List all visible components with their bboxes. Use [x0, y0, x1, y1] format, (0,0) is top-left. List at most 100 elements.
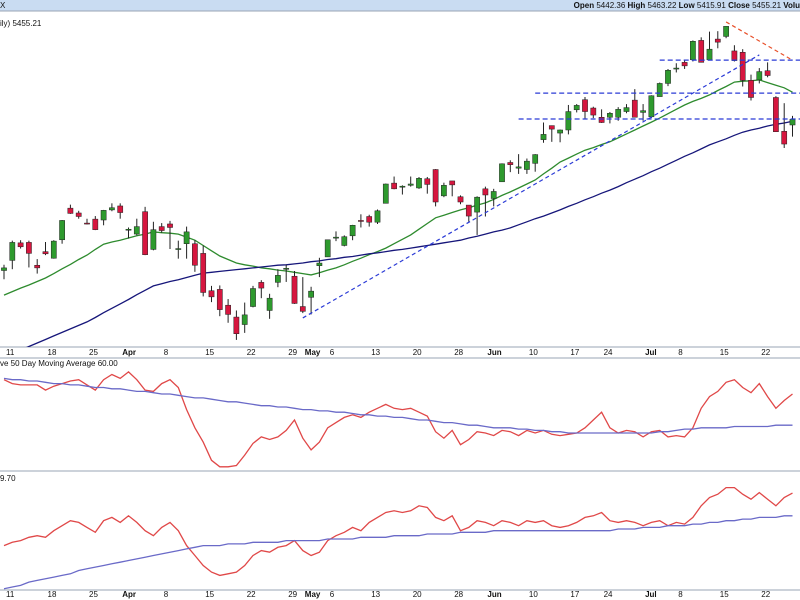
- candle-body: [42, 251, 49, 255]
- candle-body: [482, 188, 489, 196]
- candle-body: [764, 70, 771, 76]
- quote-label: Volu: [783, 1, 800, 10]
- candle-body: [208, 290, 215, 298]
- candle-body: [241, 314, 248, 325]
- quote-label: High: [628, 1, 646, 10]
- x-tick-label: Apr: [122, 590, 136, 599]
- x-tick-label: May: [305, 590, 321, 599]
- indicator-panel: [3, 486, 793, 590]
- candle-body: [258, 282, 265, 289]
- candle-body: [515, 166, 522, 169]
- price-panel: [1, 21, 800, 347]
- candle-body: [150, 229, 157, 250]
- candle-body: [316, 262, 323, 266]
- x-tick-label: 8: [164, 348, 169, 357]
- candle-body: [26, 242, 32, 254]
- x-tick-label: Jul: [645, 590, 657, 599]
- candle-body: [756, 71, 763, 81]
- candle-body: [299, 306, 306, 312]
- candle-body: [673, 67, 680, 70]
- candle-body: [656, 83, 663, 97]
- candle-body: [490, 191, 497, 199]
- candle-body: [714, 38, 721, 43]
- candle-body: [607, 113, 613, 118]
- candle-body: [557, 129, 563, 134]
- candle-body: [391, 182, 397, 190]
- line: [3, 79, 793, 296]
- candle-body: [432, 169, 439, 203]
- candle-body: [192, 243, 198, 266]
- candle-body: [291, 275, 298, 304]
- x-tick-label: Jul: [645, 348, 657, 357]
- candle-body: [565, 111, 572, 131]
- quote-label: Close: [728, 1, 750, 10]
- x-tick-label: 13: [371, 590, 380, 599]
- candle-body: [441, 185, 447, 197]
- quote-value: 5415.91: [697, 1, 726, 10]
- candle-body: [50, 240, 57, 259]
- candle-body: [225, 304, 231, 315]
- candle-body: [333, 236, 339, 239]
- indicator-panel: [3, 371, 793, 468]
- candle-body: [474, 196, 480, 213]
- candle-body: [117, 205, 124, 213]
- trendline: [725, 21, 793, 61]
- x-tick-label: 15: [720, 590, 729, 599]
- x-tick-label: 10: [529, 348, 538, 357]
- candle-body: [1, 267, 7, 271]
- candle-body: [582, 99, 588, 112]
- x-tick-label: 8: [678, 590, 683, 599]
- candle-body: [133, 226, 140, 235]
- candle-body: [407, 183, 414, 186]
- x-tick-label: 11: [6, 590, 15, 599]
- candle-body: [200, 253, 207, 293]
- candle-body: [100, 210, 107, 221]
- x-tick-label: 17: [570, 348, 579, 357]
- candle-body: [275, 275, 281, 283]
- x-tick-label: 18: [48, 590, 57, 599]
- candle-body: [665, 70, 671, 84]
- candle-body: [540, 134, 547, 140]
- quote-label: Low: [679, 1, 696, 10]
- x-tick-label: 28: [454, 348, 463, 357]
- line: [26, 120, 793, 347]
- x-tick-label: 13: [371, 348, 380, 357]
- x-tick-label: 20: [413, 348, 422, 357]
- candle-body: [507, 162, 514, 165]
- x-tick-label: 11: [6, 348, 15, 357]
- x-tick-label: 28: [454, 590, 463, 599]
- candle-body: [731, 50, 738, 61]
- panel-title: ve 50 Day Moving Average 60.00: [0, 359, 118, 368]
- x-tick-label: 6: [330, 348, 335, 357]
- candle-body: [250, 288, 256, 307]
- candle-body: [283, 268, 290, 270]
- x-tick-label: 6: [330, 590, 335, 599]
- quote-value: 5463.22: [648, 1, 677, 10]
- candle-body: [374, 210, 381, 223]
- candle-body: [17, 242, 24, 248]
- candle-body: [615, 109, 622, 118]
- candle-body: [690, 41, 696, 60]
- candle-body: [9, 242, 16, 261]
- candle-body: [524, 160, 530, 170]
- line: [3, 486, 793, 577]
- candle-body: [598, 116, 605, 123]
- x-tick-label: 22: [761, 590, 770, 599]
- candle-body: [499, 163, 505, 183]
- candle-body: [723, 26, 729, 37]
- candle-body: [399, 185, 406, 188]
- candle-body: [349, 225, 356, 237]
- candle-body: [773, 97, 779, 132]
- candle-body: [366, 216, 373, 223]
- trendline: [302, 54, 760, 319]
- candle-body: [424, 178, 431, 185]
- candle-body: [67, 207, 74, 214]
- candle-body: [416, 178, 422, 189]
- x-tick-label: 8: [678, 348, 683, 357]
- line: [3, 371, 793, 468]
- candle-body: [59, 220, 65, 241]
- quote-label: Open: [574, 1, 595, 10]
- candle-body: [789, 119, 796, 126]
- candle-body: [75, 212, 82, 217]
